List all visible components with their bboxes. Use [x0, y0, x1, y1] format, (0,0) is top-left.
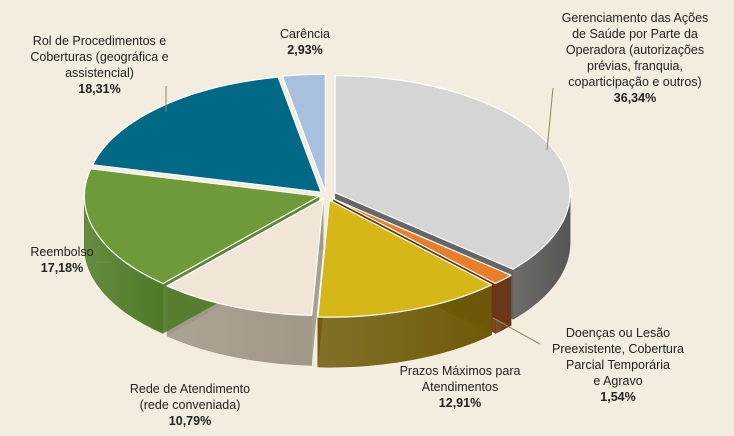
slice-value-label: 17,18% [40, 261, 84, 275]
pie-slice [281, 73, 326, 192]
slice-label-rol: Rol de Procedimentos e Coberturas (geogr… [12, 33, 187, 97]
slice-label-line: Coberturas (geográfica e [30, 50, 169, 64]
slice-label-line: Parcial Temporária [566, 358, 670, 372]
slice-label-line: prévias, franquia, [587, 59, 683, 73]
slice-label-line: Reembolso [30, 245, 94, 259]
slice-label-line: Prazos Máximos para [399, 364, 521, 378]
slice-label-line: Operadora (autorizações [565, 43, 705, 57]
slice-label-line: Carência [279, 27, 331, 41]
slice-value-label: 10,79% [168, 414, 212, 428]
pie-slice [83, 168, 320, 285]
slice-value-label: 12,91% [438, 396, 482, 410]
slice-label-rede: Rede de Atendimento (rede conveniada) 10… [115, 381, 265, 429]
slice-value-label: 1,54% [600, 390, 636, 404]
leader-line [546, 87, 554, 151]
slice-label-line: Rol de Procedimentos e [32, 34, 167, 48]
pie-slice [166, 197, 324, 317]
slice-label-prazos: Prazos Máximos para Atendimentos 12,91% [395, 363, 525, 411]
slice-label-line: assistencial) [65, 66, 134, 80]
slice-label-line: de Saúde por Parte da [572, 27, 698, 41]
pie-slice [92, 76, 322, 193]
pie-slice [317, 199, 493, 318]
slice-label-line: Atendimentos [421, 380, 499, 394]
slice-label-line: Doenças ou Lesão [565, 326, 671, 340]
slice-value-label: 2,93% [287, 43, 323, 57]
slice-value-label: 18,31% [78, 82, 121, 96]
slice-label-carencia: Carência 2,93% [265, 26, 345, 58]
slice-value-label: 36,34% [613, 91, 657, 105]
slice-label-reembolso: Reembolso 17,18% [22, 244, 102, 276]
slice-label-line: Gerenciamento das Ações [561, 11, 709, 25]
pie-slice [334, 75, 571, 270]
slice-label-line: e Agravo [593, 374, 643, 388]
slice-label-line: coparticipação e outros) [568, 75, 702, 89]
slice-label-doencas: Doenças ou Lesão Preexistente, Cobertura… [538, 325, 698, 405]
slice-label-line: Rede de Atendimento [129, 382, 251, 396]
leader-line [492, 317, 541, 345]
slice-label-gerenciamento: Gerenciamento das Ações de Saúde por Par… [540, 10, 730, 106]
slice-label-line: Preexistente, Cobertura [551, 342, 684, 356]
pie-slice [332, 198, 512, 285]
slice-label-line: (rede conveniada) [139, 398, 241, 412]
